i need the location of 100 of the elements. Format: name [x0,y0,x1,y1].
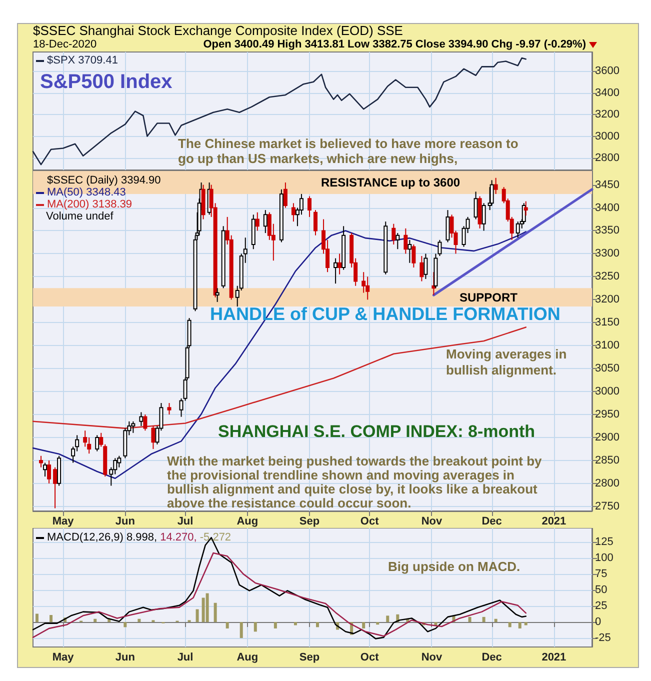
candlestick [490,180,494,206]
x-tick-label: Sep [299,652,320,664]
y-tick-label: 3150 [595,316,620,329]
candlestick [263,210,268,234]
x-tick-label: 2021 [542,516,566,528]
x-tick-label: Dec [482,652,502,664]
candlestick [307,196,312,218]
chart-subtitle: 18-Dec-2020 [33,38,97,50]
bar [138,618,141,622]
x-tick-label: Dec [482,516,502,528]
annotation: Big upside on MACD. [388,559,520,574]
x-tick-label: Oct [360,652,380,664]
bar [50,615,53,622]
bar [196,609,199,622]
series-label: 14.270, [160,532,197,544]
bar [274,622,277,628]
y-tick-label: 3300 [595,248,620,260]
annotation: SHANGHAI S.E. COMP INDEX: 8-month [218,422,536,441]
y-tick-label: 125 [595,536,614,548]
annotation: Volume undef [46,210,114,222]
legend-label: MACD(12,26,9) 8.998, [47,532,158,544]
annotation: The Chinese market is believed to have more reason to go up than US markets, which are new highs, [178,136,522,166]
y-tick-label: 3250 [595,270,620,283]
candlestick [494,177,498,194]
y-tick-label: 50 [595,584,608,596]
legend-label: MA(50) 3348.43 [47,186,126,198]
x-tick-label: Sep [299,516,320,528]
bar [36,614,39,622]
bar [362,622,366,628]
candlestick [392,223,396,246]
bar [294,622,297,626]
y-tick-label: 3600 [595,65,620,78]
y-tick-label: 3000 [595,386,620,398]
candlestick [95,434,100,452]
text: Open 3400.49 High 3413.81 Low 3382.75 Close 3394.90 Chg -9.97 (-0.29%) [203,38,586,50]
candlestick [396,232,400,250]
candlestick [53,466,58,509]
bar [254,622,257,632]
legend-label: MA(200) 3138.39 [47,198,132,210]
candlestick [404,228,408,254]
band-label: RESISTANCE up to 3600 [320,175,460,190]
candlestick [143,414,148,432]
bar [508,622,512,628]
x-tick-label: Oct [360,516,380,528]
bar [316,622,320,628]
bar [226,622,229,628]
x-tick-label: Nov [421,652,443,664]
x-tick-label: Nov [421,516,443,528]
candlestick [408,239,412,264]
candlestick [412,244,416,268]
text: -5.272 [200,532,232,544]
candlestick [524,200,528,216]
x-tick-label: Jun [115,652,136,664]
candlestick [446,210,450,243]
line-series [32,57,527,166]
y-tick-label: 75 [595,568,608,580]
y-tick-label: 2950 [595,408,620,421]
line-series [32,552,527,638]
x-tick-label: Aug [236,652,258,664]
bar [524,622,528,626]
x-tick-label: May [52,652,75,664]
y-tick-label: 3350 [595,224,620,237]
x-tick-label: Jun [115,516,136,528]
candlestick [151,426,156,450]
candlestick [420,256,424,282]
candlestick [255,212,260,232]
candlestick [474,191,478,220]
candlestick [366,276,370,300]
y-tick-label: 2800 [595,152,620,164]
y-tick-label: 3000 [595,130,620,142]
y-tick-label: 25 [595,600,608,612]
candlestick [338,253,342,275]
bar [202,598,205,622]
annotation: Moving averages in bullish alignment. [446,346,570,378]
bar [468,616,472,622]
annotation: S&P500 Index [40,71,172,93]
y-tick-label: 3450 [595,178,620,191]
candlestick [314,210,318,236]
candlestick [283,182,288,208]
x-tick-label: Jul [177,516,194,528]
y-tick-label: 2900 [595,431,620,444]
candlestick [291,202,296,222]
x-tick-label: 2021 [542,652,566,664]
candlestick [139,412,144,426]
band-label: SUPPORT [459,290,518,304]
bar [240,622,243,638]
x-tick-label: May [52,516,75,528]
candlestick [334,258,338,284]
bar [206,593,209,622]
chart-title: $SSEC Shanghai Stock Exchange Composite Index (EOD) SSE [33,23,404,38]
bar [482,616,486,622]
bar [518,622,522,628]
candlestick [47,460,52,484]
text: $SSEC (Daily) 3394.90 [47,174,161,186]
y-tick-label: 3200 [595,108,620,121]
legend-label: $SPX 3709.41 [47,54,118,66]
candlestick [482,202,486,232]
annotation: With the market being pushed towards the breakout point by the provisional trendline shown and moving averages in bullish alignment and quite close by, it looks like a breakout above the resistance could occur soon. [167,454,546,510]
candlestick [131,420,136,434]
y-tick-label: 2750 [595,500,620,512]
